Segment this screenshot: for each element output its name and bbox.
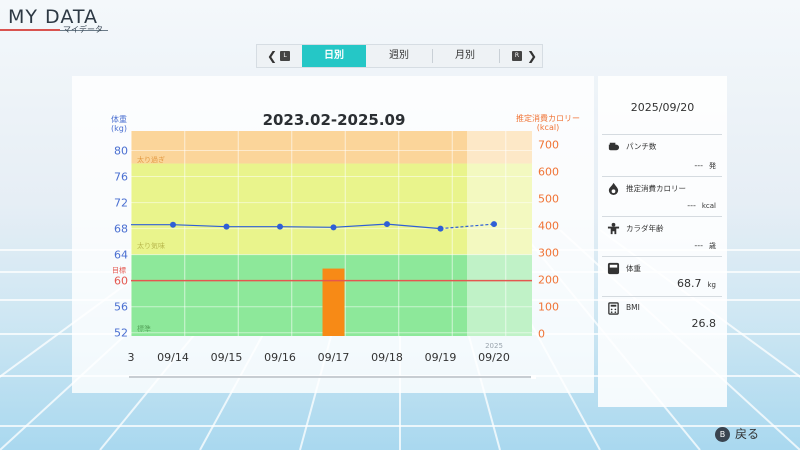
weight-data-point[interactable] xyxy=(170,221,176,228)
calculator-icon xyxy=(608,302,619,315)
calories-label: 推定消費カロリー xyxy=(626,184,686,193)
calorie-bar[interactable] xyxy=(322,268,345,336)
summary-item-punch-count: パンチ数 --- 発 xyxy=(602,134,722,176)
y-right-tick-label: 200 xyxy=(538,273,559,286)
b-button-icon: B xyxy=(715,427,730,442)
weight-series-line-dashed xyxy=(440,223,495,230)
y-right-tick-label: 400 xyxy=(538,219,559,232)
back-label: 戻る xyxy=(735,427,760,441)
zone-label: 太り過ぎ xyxy=(137,155,165,164)
punch-icon xyxy=(608,142,620,151)
title-underline-secondary xyxy=(60,30,108,31)
l-key-badge: L xyxy=(280,51,290,61)
tab-daily[interactable]: 日別 xyxy=(302,45,366,67)
y-left-tick-label: 72 xyxy=(114,197,128,210)
y-right-tick-label: 700 xyxy=(538,138,559,151)
x-tick-label: 09/14 xyxy=(157,351,189,364)
selected-day-highlight xyxy=(467,131,532,336)
y-left-tick-label: 64 xyxy=(114,249,128,262)
weight-value: 68.7 kg xyxy=(677,277,716,290)
tab-divider xyxy=(432,49,433,63)
y-right-tick-label: 500 xyxy=(538,192,559,205)
summary-item-weight: 体重 68.7 kg xyxy=(602,256,722,296)
flame-icon xyxy=(608,182,619,195)
y-right-tick-label: 0 xyxy=(538,327,545,340)
y-left-tick-label: 68 xyxy=(114,223,128,236)
weight-data-point[interactable] xyxy=(384,221,390,228)
back-button[interactable]: B 戻る xyxy=(715,425,759,442)
selected-date: 2025/09/20 xyxy=(630,101,695,114)
weight-data-point[interactable] xyxy=(491,221,497,228)
punch-count-label: パンチ数 xyxy=(626,142,657,151)
y-right-tick-label: 100 xyxy=(538,300,559,313)
left-axis-unit: (kg) xyxy=(111,124,127,133)
right-axis-title: 推定消費カロリー xyxy=(516,113,580,123)
chart-title: 2023.02-2025.09 xyxy=(263,111,406,129)
r-key-badge: R xyxy=(512,51,522,61)
target-label: 目標 xyxy=(112,266,126,275)
zone-label: 標準 xyxy=(137,324,151,333)
y-right-tick-label: 600 xyxy=(538,165,559,178)
title-underline xyxy=(0,29,60,31)
tab-divider xyxy=(499,49,500,63)
x-tick-label: 09/18 xyxy=(371,351,403,364)
summary-item-body-age: カラダ年齢 --- 歳 xyxy=(602,216,722,256)
year-label: 2025 xyxy=(485,342,503,350)
chart-scrollbar-thumb[interactable] xyxy=(531,375,536,379)
chart-scrollbar-track[interactable] xyxy=(129,376,535,378)
y-left-tick-label: 60 xyxy=(114,275,128,288)
zone-band xyxy=(131,131,532,164)
summary-item-calories: 推定消費カロリー --- kcal xyxy=(602,176,722,216)
y-right-tick-label: 300 xyxy=(538,246,559,259)
zone-label: 太り気味 xyxy=(137,241,165,250)
tab-weekly[interactable]: 週別 xyxy=(389,50,409,61)
body-age-label: カラダ年齢 xyxy=(626,224,664,233)
x-tick-label: 09/15 xyxy=(211,351,243,364)
right-axis-unit: (kcal) xyxy=(537,123,559,132)
x-tick-label: 09/17 xyxy=(318,351,350,364)
page-subtitle: マイデータ xyxy=(63,25,103,34)
y-left-tick-label: 56 xyxy=(114,301,128,314)
x-tick-label: 09/19 xyxy=(425,351,457,364)
weight-data-point[interactable] xyxy=(223,223,230,230)
summary-item-bmi: BMI 26.8 xyxy=(602,296,722,336)
tab-monthly[interactable]: 月別 xyxy=(455,50,475,61)
x-tick-label: 09/20 xyxy=(478,351,510,364)
calories-value: --- kcal xyxy=(687,201,716,210)
next-tab-arrow-icon[interactable]: ❯ xyxy=(527,49,538,63)
period-tabs: ❮ L 日別 週別 月別 R ❯ xyxy=(256,44,543,68)
prev-tab-arrow-icon[interactable]: ❮ xyxy=(267,49,278,63)
y-left-tick-label: 80 xyxy=(114,145,128,158)
weight-label: 体重 xyxy=(626,264,641,273)
zone-band xyxy=(131,163,532,255)
y-left-tick-label: 52 xyxy=(114,327,128,340)
weight-data-point[interactable] xyxy=(437,225,444,232)
left-axis-title: 体重 xyxy=(111,114,127,124)
x-tick-label: 09/16 xyxy=(264,351,296,364)
page-title: MY DATA xyxy=(8,6,98,28)
bmi-value: 26.8 xyxy=(691,317,717,330)
weight-data-point[interactable] xyxy=(330,224,337,231)
punch-count-value: --- 発 xyxy=(694,161,716,170)
body-age-value: --- 歳 xyxy=(694,241,716,250)
bmi-label: BMI xyxy=(626,303,640,312)
scale-icon xyxy=(607,262,620,275)
x-label-partial: 3 xyxy=(128,351,135,364)
y-left-tick-label: 76 xyxy=(114,171,128,184)
body-icon xyxy=(607,222,620,235)
daily-summary-panel: 2025/09/20 パンチ数 --- 発 推定消費カロリー --- kcal カラ… xyxy=(598,76,727,407)
weight-data-point[interactable] xyxy=(277,223,283,230)
